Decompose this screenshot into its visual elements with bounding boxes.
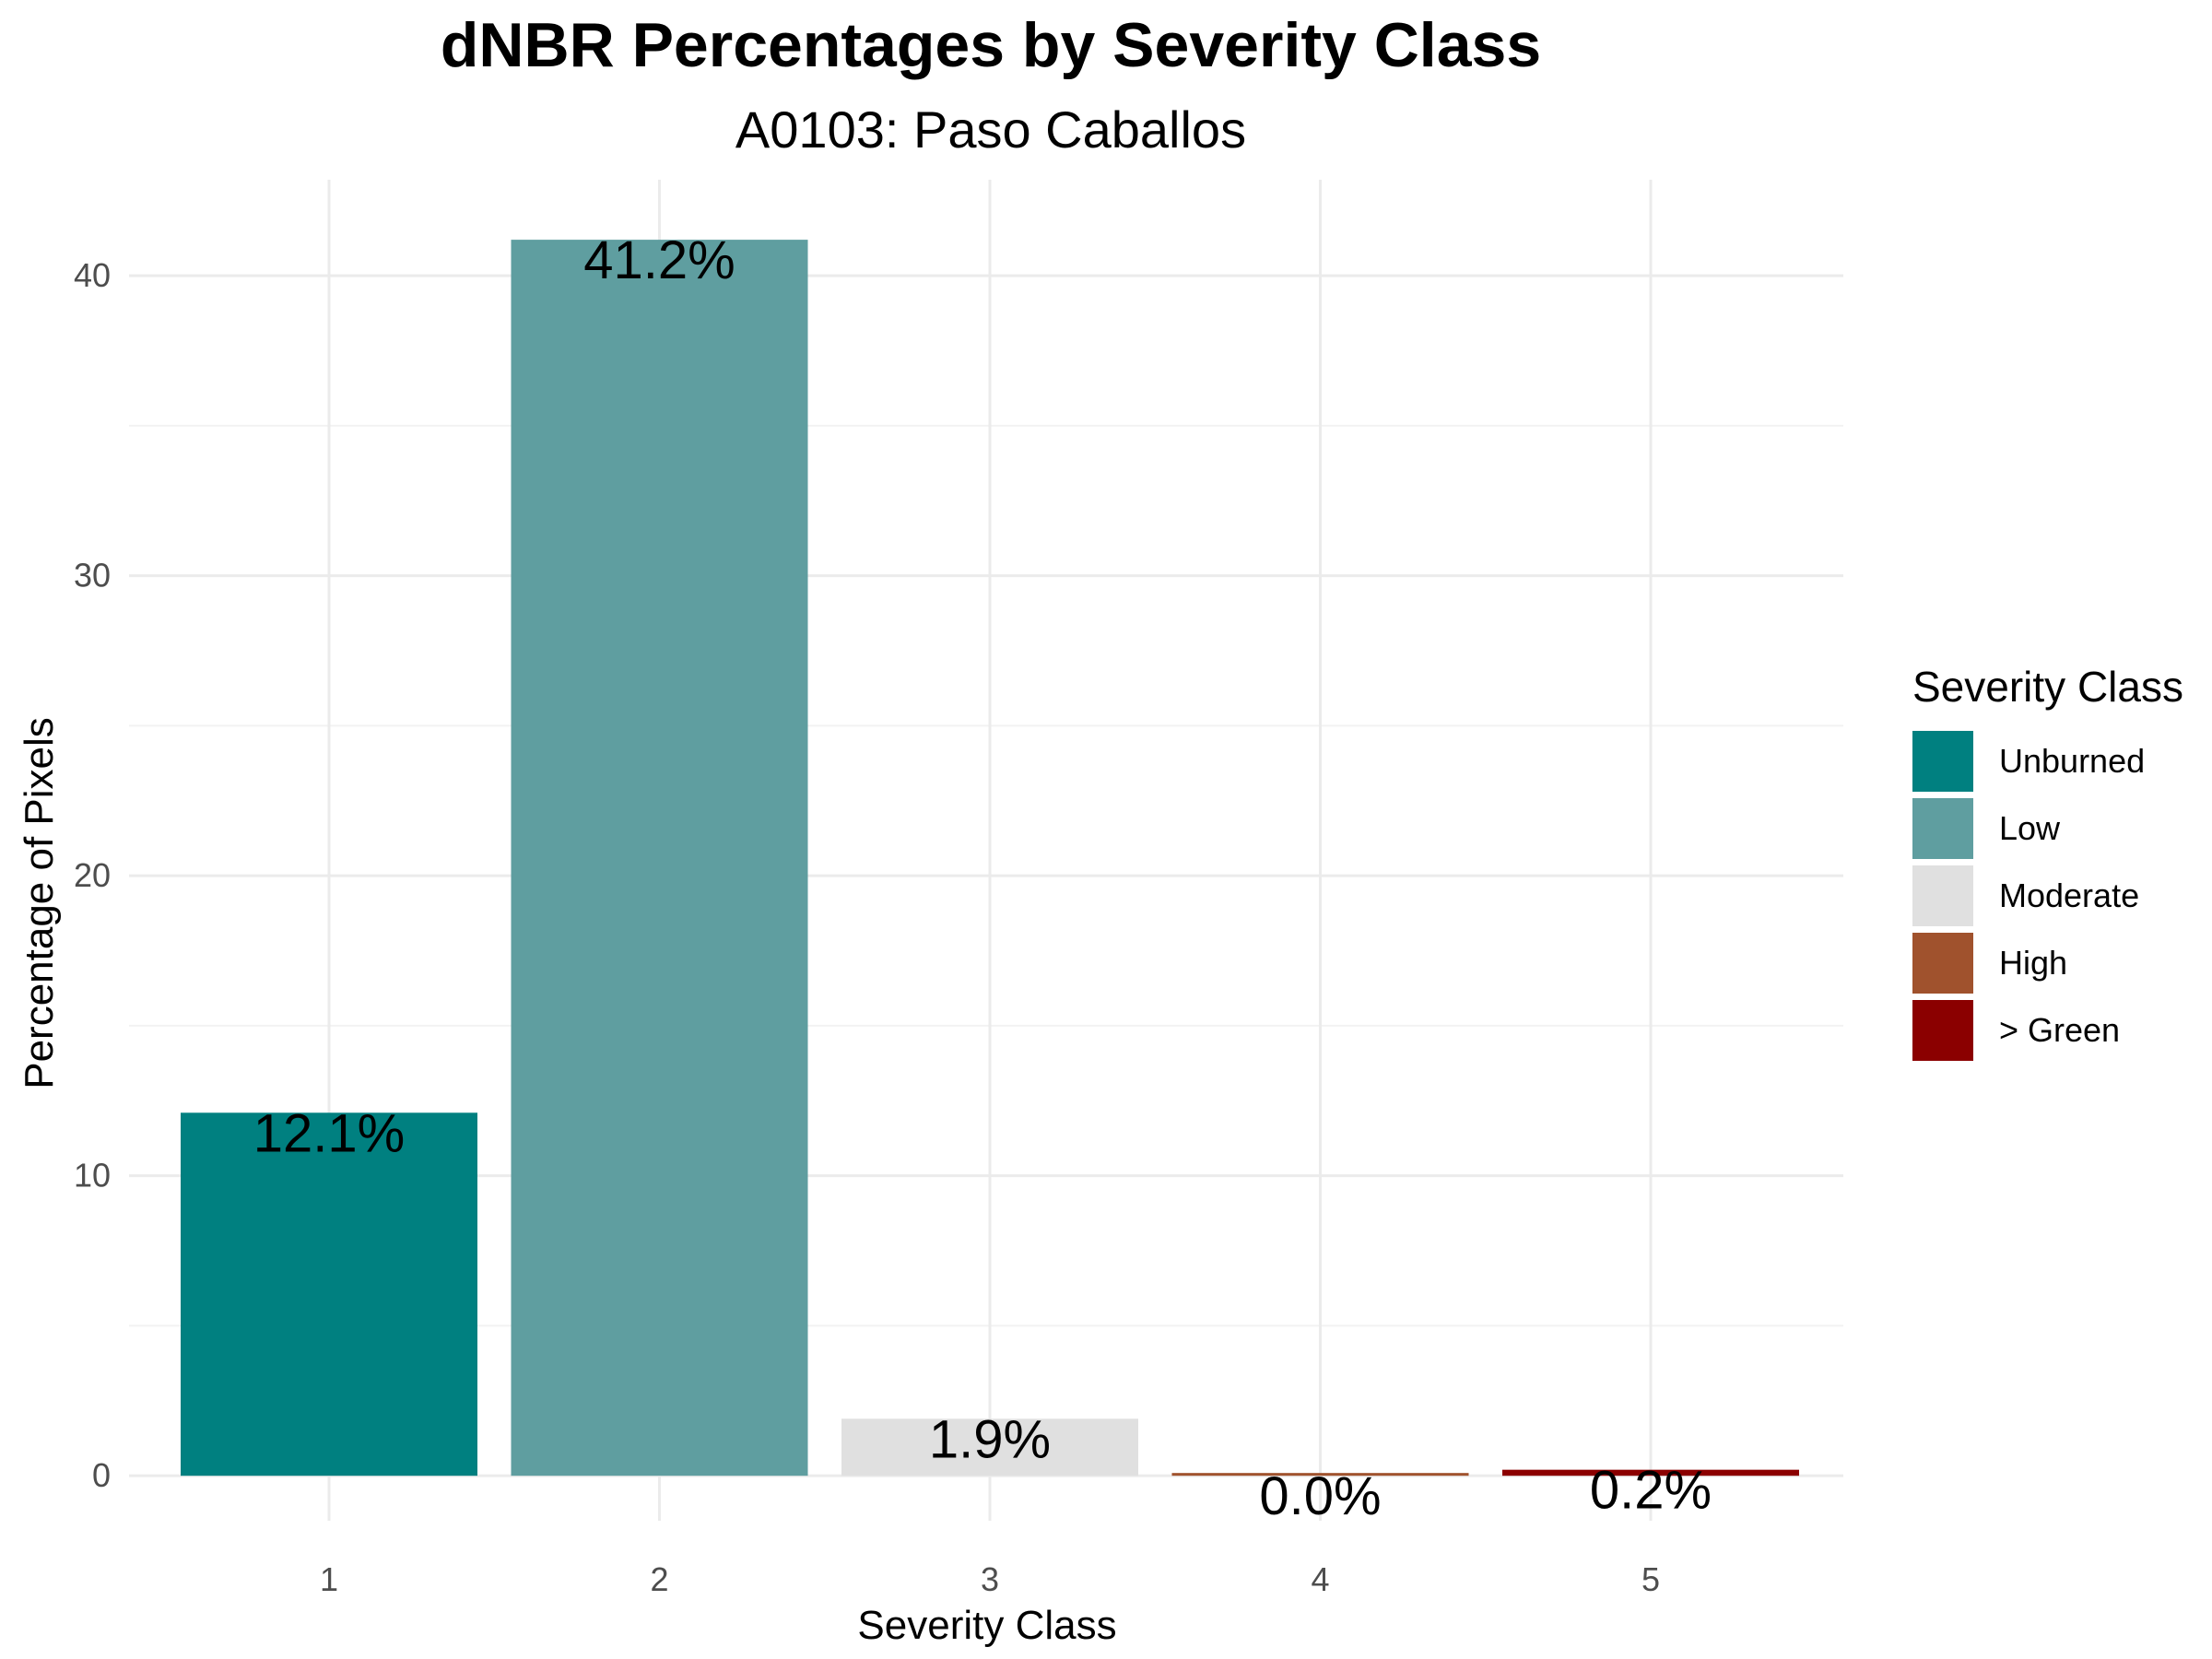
bar-label-5: 0.2% xyxy=(1590,1461,1712,1521)
y-axis-title: Percentage of Pixels xyxy=(17,717,62,1089)
legend-item: Unburned xyxy=(1912,728,2183,794)
legend-key xyxy=(1912,933,1973,994)
x-axis-ticks: 1 2 3 4 5 xyxy=(320,1560,1660,1598)
legend-label: Moderate xyxy=(1999,877,2140,914)
bar-labels: 12.1% 41.2% 1.9% 0.0% 0.2% xyxy=(253,230,1712,1526)
y-tick-label: 40 xyxy=(74,256,111,294)
legend-title: Severity Class xyxy=(1912,663,2183,711)
bar-label-3: 1.9% xyxy=(929,1409,1051,1469)
x-tick-label: 1 xyxy=(320,1560,338,1598)
legend-key xyxy=(1912,731,1973,792)
y-axis-ticks: 0 10 20 30 40 xyxy=(74,256,111,1494)
x-tick-label: 5 xyxy=(1641,1560,1660,1598)
legend-key xyxy=(1912,1000,1973,1061)
bar-4 xyxy=(1171,1473,1469,1477)
y-tick-label: 20 xyxy=(74,856,111,894)
x-axis-title: Severity Class xyxy=(857,1603,1116,1648)
legend-item: > Green xyxy=(1912,997,2183,1064)
legend-key xyxy=(1912,798,1973,859)
bar-3 xyxy=(841,1418,1138,1477)
chart-subtitle: A0103: Paso Caballos xyxy=(735,100,1247,159)
x-tick-label: 2 xyxy=(650,1560,668,1598)
x-tick-label: 4 xyxy=(1311,1560,1329,1598)
legend-item: Moderate xyxy=(1912,863,2183,929)
legend: Severity Class Unburned Low Moderate High > … xyxy=(1912,662,2183,1065)
bar-label-2: 41.2% xyxy=(583,230,735,290)
legend-label: Low xyxy=(1999,809,2061,847)
y-tick-label: 10 xyxy=(74,1157,111,1194)
bars xyxy=(181,240,1799,1477)
bar-label-1: 12.1% xyxy=(253,1103,405,1163)
chart-title: dNBR Percentages by Severity Class xyxy=(440,10,1542,80)
x-tick-label: 3 xyxy=(981,1560,999,1598)
legend-key xyxy=(1912,865,1973,926)
bar-5 xyxy=(1502,1469,1799,1477)
y-tick-label: 30 xyxy=(74,557,111,594)
bar-2 xyxy=(511,240,808,1477)
legend-label: High xyxy=(1999,944,2068,982)
bar-1 xyxy=(181,1112,477,1477)
y-tick-label: 0 xyxy=(92,1456,111,1494)
legend-item: High xyxy=(1912,930,2183,996)
legend-label: Unburned xyxy=(1999,742,2146,780)
bar-label-4: 0.0% xyxy=(1259,1466,1381,1526)
legend-item: Low xyxy=(1912,795,2183,862)
legend-label: > Green xyxy=(1999,1011,2121,1049)
legend-items: Unburned Low Moderate High > Green xyxy=(1912,728,2183,1064)
